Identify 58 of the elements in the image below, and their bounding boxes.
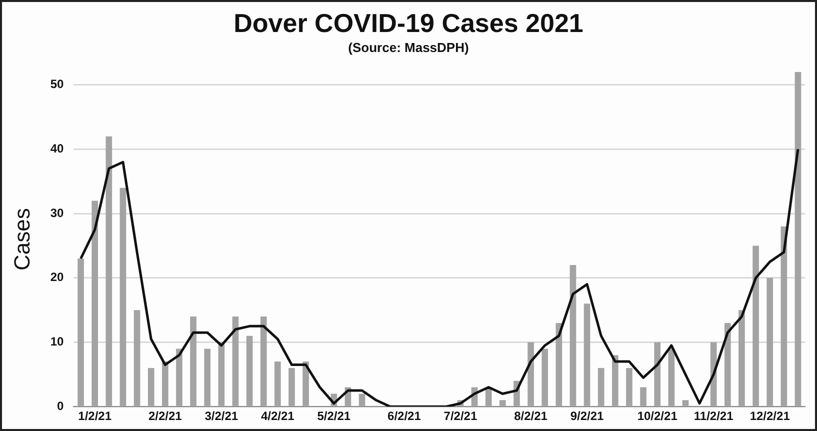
bar: [148, 368, 154, 406]
bar: [358, 394, 366, 406]
x-tick-label: 1/2/21: [78, 409, 112, 424]
bar: [92, 200, 98, 406]
x-tick-label: 5/2/21: [317, 409, 351, 424]
bar: [162, 362, 168, 406]
bar: [78, 258, 84, 406]
bar: [724, 322, 731, 406]
bar: [218, 342, 225, 406]
chart-title: Dover COVID-19 Cases 2021: [232, 8, 584, 39]
bar: [176, 348, 182, 406]
bar: [738, 310, 745, 406]
bar: [668, 348, 675, 406]
bar: [752, 246, 759, 406]
x-tick-label: 12/2/21: [750, 409, 790, 424]
bar: [190, 316, 196, 406]
bar: [640, 387, 646, 406]
bar: [274, 362, 281, 406]
x-tick-label: 4/2/21: [260, 409, 295, 424]
y-axis-title: Cases: [9, 208, 34, 270]
y-tick-label: 30: [50, 206, 64, 220]
x-tick-label: 6/2/21: [388, 409, 422, 424]
bar: [794, 72, 802, 406]
bar: [288, 368, 295, 406]
x-tick-label: 3/2/21: [204, 409, 238, 424]
y-tick-label: 10: [50, 334, 64, 349]
bar: [120, 188, 126, 406]
y-tick-label: 0: [57, 398, 64, 413]
bar: [499, 400, 506, 406]
x-tick-label: 8/2/21: [514, 409, 548, 424]
bar: [260, 316, 267, 406]
bar: [528, 342, 534, 406]
bar: [232, 316, 239, 406]
y-tick-label: 50: [50, 77, 64, 92]
bar: [542, 348, 548, 406]
bar: [612, 355, 618, 406]
x-tick-label: 10/2/21: [637, 409, 678, 424]
bar: [626, 368, 632, 406]
x-tick-label: 9/2/21: [570, 409, 604, 424]
bar: [246, 336, 253, 406]
bar: [106, 136, 112, 406]
bar: [654, 342, 661, 406]
bar: [556, 322, 562, 406]
bar: [204, 348, 211, 406]
bar: [134, 310, 140, 406]
bar: [766, 278, 774, 406]
y-tick-label: 40: [50, 142, 64, 156]
bar: [598, 368, 604, 406]
x-tick-label: 11/2/21: [694, 409, 734, 424]
x-tick-label: 7/2/21: [444, 409, 478, 424]
bar: [584, 304, 590, 406]
bar: [682, 400, 689, 406]
bar: [570, 265, 576, 406]
chart-subtitle: (Source: MassDPH): [347, 40, 470, 55]
y-tick-label: 20: [50, 270, 64, 284]
bar: [302, 362, 309, 406]
x-tick-label: 2/2/21: [148, 409, 182, 424]
bar: [780, 226, 788, 406]
